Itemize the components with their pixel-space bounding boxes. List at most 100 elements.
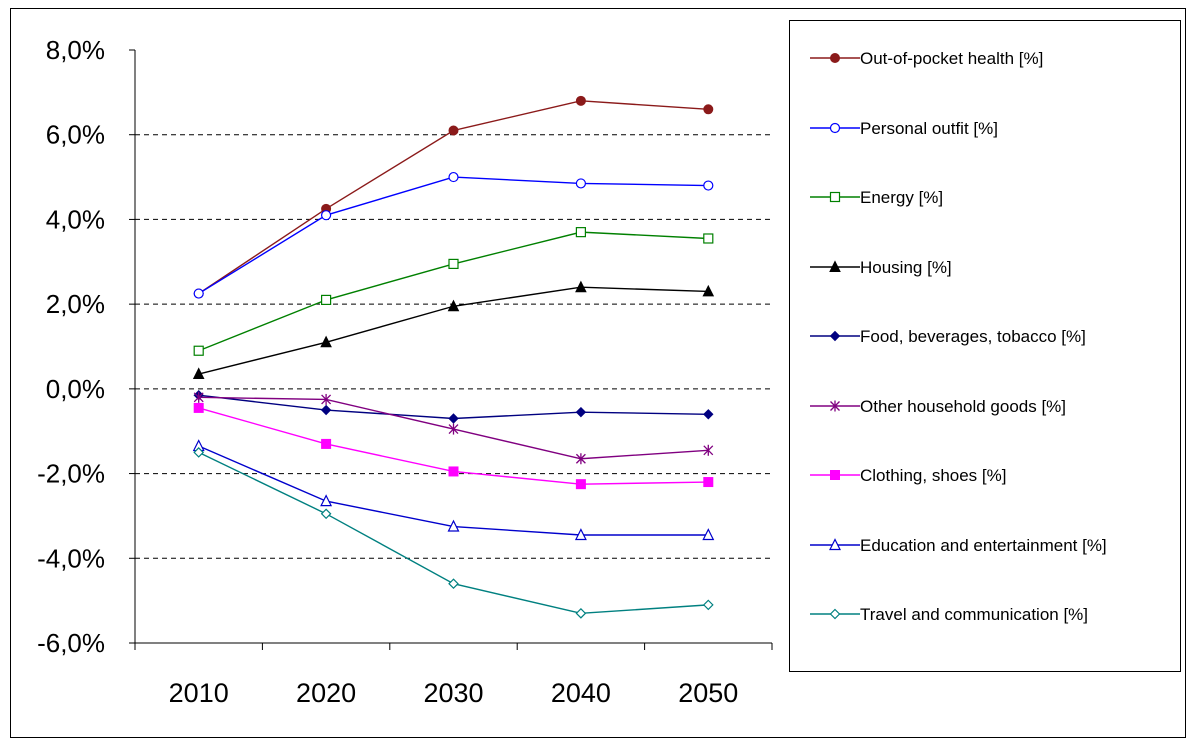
data-point: [448, 125, 459, 136]
legend-label: Out-of-pocket health [%]: [860, 49, 1044, 68]
legend-item: Out-of-pocket health [%]: [790, 46, 1180, 70]
x-tick-label: 2040: [551, 678, 611, 708]
data-point: [321, 438, 332, 449]
data-point: [702, 528, 715, 541]
data-point: [703, 104, 714, 115]
data-point: [575, 95, 586, 106]
y-tick-label: -6,0%: [37, 628, 105, 658]
data-point: [702, 599, 714, 611]
data-point: [321, 393, 332, 405]
legend-swatch-marker: [829, 191, 841, 203]
data-point: [320, 494, 333, 507]
chart-frame: [10, 8, 1186, 738]
legend-swatch-marker: [829, 122, 841, 133]
legend-swatch: [810, 191, 860, 203]
legend-swatch: [810, 470, 860, 480]
legend-swatch-marker: [830, 53, 840, 63]
legend-swatch: [810, 122, 860, 133]
x-tick-label: 2010: [169, 678, 229, 708]
gridlines: [135, 134, 772, 559]
y-tick-label: -4,0%: [37, 543, 105, 573]
legend: Out-of-pocket health [%] Personal outfit …: [789, 20, 1181, 672]
data-point: [702, 284, 715, 297]
legend-label: Education and entertainment [%]: [860, 535, 1107, 555]
legend-label: Energy [%]: [860, 188, 944, 207]
data-point: [448, 466, 459, 477]
data-point: [574, 528, 587, 541]
legend-item: Clothing, shoes [%]: [790, 463, 1180, 487]
legend-label: Clothing, shoes [%]: [860, 466, 1007, 485]
data-point: [703, 233, 714, 244]
series-6: [193, 391, 714, 465]
tick-labels: 8,0% 6,0% 4,0% 2,0% 0,0% -2,0% -4,0% -6,0% 2010 2…: [37, 35, 738, 708]
y-tick-label: 0,0%: [46, 374, 105, 404]
data-point: [575, 608, 587, 619]
series-line: [198, 231, 709, 352]
data-point: [703, 180, 714, 191]
data-point: [193, 447, 205, 458]
series-4: [192, 280, 715, 380]
data-point: [448, 171, 459, 183]
x-tick-label: 2020: [296, 678, 356, 708]
legend-item: Travel and communication [%]: [790, 602, 1180, 626]
data-point: [575, 479, 586, 490]
legend-swatch: [810, 537, 860, 550]
legend-swatch-marker: [829, 330, 841, 342]
legend-swatch-marker: [829, 608, 841, 620]
data-point: [703, 409, 714, 420]
data-point: [320, 335, 332, 348]
series-line: [198, 451, 709, 615]
legend-swatch-marker: [829, 537, 841, 550]
data-point: [447, 299, 460, 312]
legend-swatch: [810, 400, 860, 411]
data-point: [448, 578, 459, 590]
legend-swatch-marker: [829, 259, 841, 272]
series-9: [193, 447, 714, 619]
legend-item: Housing [%]: [790, 255, 1180, 279]
data-point: [575, 178, 587, 189]
data-point: [575, 406, 587, 418]
data-point: [192, 367, 205, 380]
legend-label: Personal outfit [%]: [860, 118, 998, 138]
y-tick-label: 4,0%: [46, 204, 105, 234]
data-point: [447, 519, 460, 532]
legend-item: Personal outfit [%]: [790, 116, 1180, 140]
data-point: [321, 210, 332, 221]
data-point: [321, 294, 332, 306]
data-point: [193, 391, 204, 403]
data-point: [448, 258, 459, 270]
data-point: [703, 444, 714, 456]
data-point: [575, 227, 587, 238]
data-point: [703, 477, 714, 488]
legend-swatch-marker: [830, 470, 840, 480]
x-tick-label: 2030: [423, 678, 483, 708]
series-7: [193, 402, 714, 490]
data-point: [193, 288, 204, 299]
data-point: [320, 508, 332, 520]
legend-label: Housing [%]: [860, 257, 952, 277]
data-point: [575, 453, 586, 465]
legend-label: Travel and communication [%]: [860, 605, 1089, 624]
legend-swatch-marker: [830, 400, 840, 411]
data-point: [193, 402, 204, 413]
series-5: [193, 390, 714, 424]
y-tick-label: -2,0%: [37, 459, 105, 489]
data-point: [448, 423, 459, 435]
legend-item: Energy [%]: [790, 185, 1180, 209]
legend-label: Other household goods [%]: [860, 396, 1067, 416]
legend-swatch: [810, 53, 860, 63]
legend-swatch: [810, 330, 860, 342]
legend-swatch: [810, 259, 860, 272]
series-2: [193, 171, 714, 299]
series-3: [193, 227, 714, 356]
legend-label: Food, beverages, tobacco [%]: [860, 327, 1086, 346]
y-tick-label: 6,0%: [46, 120, 105, 150]
data-point: [448, 413, 459, 424]
legend-item: Education and entertainment [%]: [790, 533, 1180, 557]
series-lines: [192, 95, 715, 619]
legend-swatch: [810, 608, 860, 620]
legend-item: Food, beverages, tobacco [%]: [790, 324, 1180, 348]
data-point: [320, 404, 332, 416]
y-tick-label: 8,0%: [46, 35, 105, 65]
